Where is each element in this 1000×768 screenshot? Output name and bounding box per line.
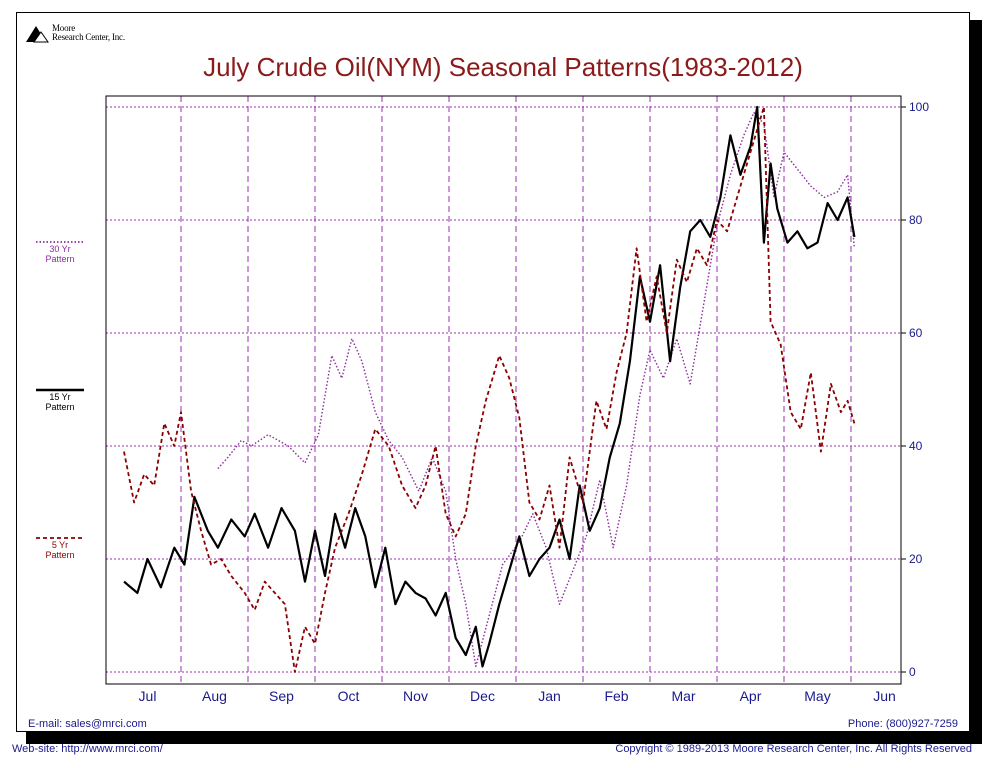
company-logo-text: Moore Research Center, Inc. [52, 24, 125, 42]
mountain-logo-icon [26, 26, 49, 43]
series-line-30yr [217, 111, 856, 668]
x-tick-label: Apr [740, 688, 762, 704]
x-tick-label: Mar [671, 688, 695, 704]
plot-area [105, 95, 902, 685]
grid-layer [106, 96, 901, 684]
x-tick-label: Sep [269, 688, 294, 704]
legend-label-15yr: 15 Yr Pattern [30, 392, 90, 412]
legend-label-5yr: 5 Yr Pattern [30, 540, 90, 560]
series-layer [123, 105, 856, 673]
x-tick-label: May [804, 688, 830, 704]
logo-line1: Moore [52, 23, 75, 33]
website-link[interactable]: Web-site: http://www.mrci.com/ [12, 743, 163, 755]
x-tick-label: Dec [470, 688, 495, 704]
copyright-text: Copyright © 1989-2013 Moore Research Cen… [615, 743, 972, 755]
y-tick-label: 0 [909, 665, 916, 679]
chart-title: July Crude Oil(NYM) Seasonal Patterns(19… [203, 52, 803, 82]
x-tick-label: Nov [403, 688, 428, 704]
legend-label-line2: Pattern [45, 254, 75, 264]
legend-label-line1: 30 Yr [49, 244, 71, 254]
x-tick-label: Jan [538, 688, 561, 704]
y-tick-label: 20 [909, 552, 923, 566]
x-tick-label: Feb [604, 688, 628, 704]
logo-line2: Research Center, Inc. [52, 32, 125, 42]
x-tick-label: Aug [202, 688, 227, 704]
legend-label-line1: 5 Yr [51, 540, 69, 550]
x-tick-label: Oct [338, 688, 360, 704]
chart-frame [16, 12, 970, 732]
y-tick-labels: 0 20 40 60 80 100 [901, 100, 929, 679]
legend-label-line1: 15 Yr [49, 392, 71, 402]
legend [36, 241, 84, 539]
email-text: E-mail: sales@mrci.com [28, 718, 147, 730]
series-line-15yr [123, 105, 856, 668]
x-tick-label: Jul [139, 688, 157, 704]
x-tick-labels: Jul Aug Sep Oct Nov Dec Jan Feb Mar Apr May Jun [139, 688, 896, 704]
y-tick-label: 100 [909, 100, 929, 114]
y-tick-label: 80 [909, 213, 923, 227]
legend-label-30yr: 30 Yr Pattern [30, 244, 90, 264]
x-tick-label: Jun [873, 688, 896, 704]
y-tick-label: 60 [909, 326, 923, 340]
y-tick-label: 40 [909, 439, 923, 453]
series-line-5yr [123, 106, 856, 673]
phone-text: Phone: (800)927-7259 [847, 718, 958, 730]
legend-label-line2: Pattern [45, 402, 75, 412]
legend-label-line2: Pattern [45, 550, 75, 560]
